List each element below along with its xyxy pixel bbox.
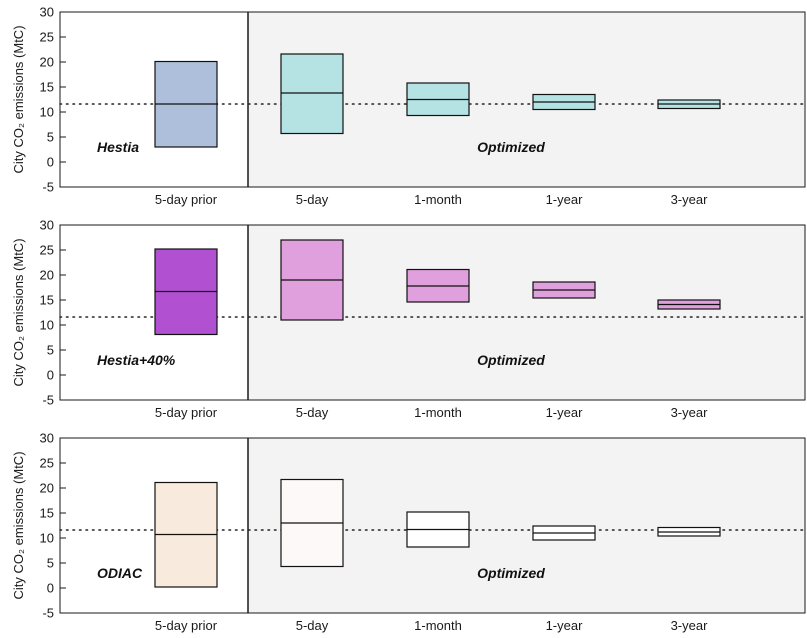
x-tick-label: 1-month [414, 618, 462, 633]
x-tick-label: 1-year [546, 618, 584, 633]
chart-panel-3: -5 0 5 10 15 20 25 30 5-day prior 5-day 1-month 1-y… [11, 431, 806, 633]
y-tick-label: 5 [47, 556, 54, 571]
optimized-label: Optimized [477, 565, 545, 581]
x-tick-label: 5-day prior [155, 405, 218, 420]
y-tick-label: 15 [40, 293, 54, 308]
y-tick-label: -5 [42, 606, 54, 621]
y-tick-label: 30 [40, 431, 54, 446]
x-tick-label: 5-day [296, 618, 329, 633]
y-tick-label: 25 [40, 30, 54, 45]
y-tick-label: 5 [47, 343, 54, 358]
y-axis-title: City CO₂ emissions (MtC) [11, 238, 26, 386]
panel-label: ODIAC [97, 565, 143, 581]
x-tick-label: 1-year [546, 405, 584, 420]
y-tick-label: 10 [40, 318, 54, 333]
y-tick-label: 20 [40, 268, 54, 283]
optimized-label: Optimized [477, 139, 545, 155]
y-tick-label: -5 [42, 393, 54, 408]
x-tick-label: 1-year [546, 192, 584, 207]
y-tick-label: 10 [40, 531, 54, 546]
y-tick-label: 25 [40, 456, 54, 471]
box-5-day [280, 53, 344, 135]
chart-panel-2: -5 0 5 10 15 20 25 30 5-day prior 5-day 1-month 1-y… [11, 218, 806, 420]
y-tick-label: 10 [40, 105, 54, 120]
x-tick-label: 3-year [671, 618, 709, 633]
y-axis-title: City CO₂ emissions (MtC) [11, 451, 26, 599]
y-tick-label: -5 [42, 180, 54, 195]
chart-panel-1: -5 0 5 10 15 20 25 30 5-day prior 5-day 1-month 1-y… [11, 5, 806, 207]
y-tick-label: 20 [40, 481, 54, 496]
y-axis-title: City CO₂ emissions (MtC) [11, 25, 26, 173]
x-tick-label: 1-month [414, 192, 462, 207]
optimized-label: Optimized [477, 352, 545, 368]
y-tick-label: 15 [40, 80, 54, 95]
y-tick-label: 25 [40, 243, 54, 258]
plot-frame [59, 224, 806, 401]
plot-frame [59, 11, 806, 188]
panel-label: Hestia+40% [97, 352, 176, 368]
panel-label: Hestia [97, 139, 139, 155]
plot-frame [59, 437, 806, 614]
y-tick-label: 30 [40, 5, 54, 20]
x-tick-label: 3-year [671, 192, 709, 207]
x-tick-label: 5-day prior [155, 192, 218, 207]
x-tick-label: 5-day [296, 405, 329, 420]
x-tick-label: 3-year [671, 405, 709, 420]
x-tick-label: 1-month [414, 405, 462, 420]
x-tick-label: 5-day [296, 192, 329, 207]
x-tick-label: 5-day prior [155, 618, 218, 633]
y-tick-label: 15 [40, 506, 54, 521]
y-tick-label: 0 [47, 581, 54, 596]
y-tick-label: 20 [40, 55, 54, 70]
y-tick-label: 30 [40, 218, 54, 233]
y-tick-label: 0 [47, 155, 54, 170]
y-tick-label: 0 [47, 368, 54, 383]
y-tick-label: 5 [47, 130, 54, 145]
